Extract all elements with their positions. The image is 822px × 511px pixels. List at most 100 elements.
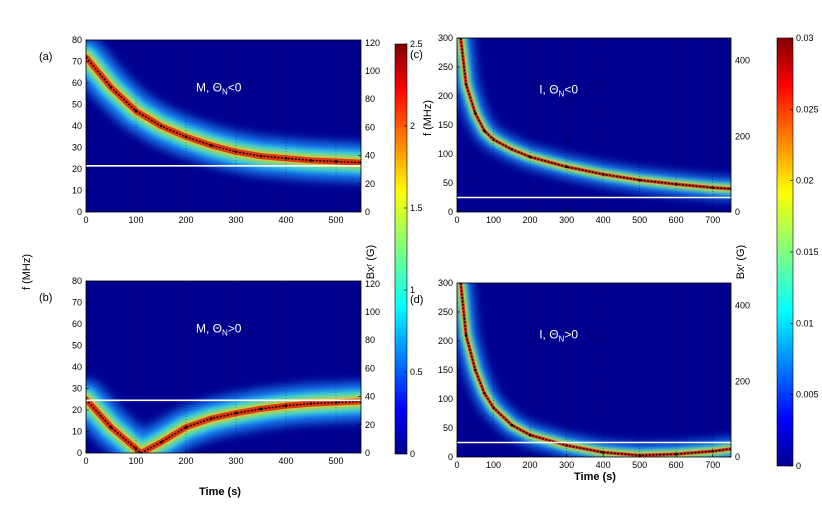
- annotation-suffix: >0: [564, 328, 578, 342]
- ridge-point: [309, 402, 313, 405]
- x-tick-label: 100: [486, 215, 501, 225]
- ridge-point: [464, 333, 468, 337]
- ridge-point: [601, 451, 605, 454]
- right-y-tick-label: 0: [365, 207, 370, 217]
- x-tick-label: 0: [454, 215, 459, 225]
- annotation-suffix: <0: [228, 81, 242, 95]
- annotation-prefix: M, Θ: [196, 81, 222, 95]
- right-y-tick-label: 0: [735, 207, 740, 217]
- y-tick-label: 30: [72, 143, 82, 153]
- x-tick-label: 400: [596, 215, 611, 225]
- annotation-prefix: M, Θ: [196, 322, 222, 336]
- right-y-tick-label: 80: [365, 94, 375, 104]
- ridge-point: [234, 150, 238, 154]
- panel-label: (d): [410, 294, 423, 306]
- y-tick-label: 0: [77, 448, 82, 458]
- x-tick-label: 100: [486, 460, 501, 470]
- panel-annotation: I, ΘN<0: [539, 83, 578, 99]
- ridge-point: [711, 186, 715, 189]
- colorbar-tick-label: 2.5: [410, 39, 423, 49]
- x-tick-label: 500: [632, 460, 647, 470]
- colorbar-tick-label: 0.015: [796, 247, 819, 257]
- heatmap-area: M, ΘN>0: [86, 281, 361, 453]
- x-tick-label: 0: [83, 215, 88, 225]
- ridge-point: [565, 444, 568, 447]
- right-y-tick-label: 60: [365, 363, 375, 373]
- ridge-point: [510, 423, 514, 427]
- right-y-tick-label: 400: [735, 301, 750, 311]
- x-tick-label: 500: [632, 215, 647, 225]
- x-tick-label: 300: [228, 456, 243, 466]
- right-y-tick-label: 200: [735, 376, 750, 386]
- ridge-point: [109, 86, 113, 89]
- y-tick-label: 200: [438, 91, 453, 101]
- ridge-point: [134, 109, 138, 113]
- ridge-point: [159, 124, 163, 128]
- right-y-tick-label: 20: [365, 179, 375, 189]
- panel-annotation: I, ΘN>0: [539, 328, 578, 344]
- right-y-tick-label: 120: [365, 279, 380, 289]
- ridge-point: [209, 144, 213, 147]
- heatmap-area: M, ΘN<0: [86, 40, 361, 212]
- ridge-point: [510, 148, 514, 151]
- ridge-point: [159, 440, 163, 444]
- xlabel-time-right: Time (s): [574, 471, 616, 483]
- y-tick-label: 0: [448, 207, 453, 217]
- x-tick-label: 300: [559, 460, 574, 470]
- x-tick-label: 400: [278, 215, 293, 225]
- y-tick-label: 300: [438, 278, 453, 288]
- panel-2: M, ΘN>0 0 10 20 30 40 50 60 70 80 0 20 40 60 80 100 120 0…: [39, 276, 380, 466]
- colorbar-tick-label: 0: [796, 461, 801, 471]
- colorbar-tick-label: 0.5: [410, 367, 423, 377]
- x-tick-label: 100: [128, 456, 143, 466]
- colorbar-tick-label: 0.025: [796, 104, 819, 114]
- y-tick-label: 50: [443, 178, 453, 188]
- annotation-subscript: N: [559, 335, 565, 344]
- right-y-tick-label: 40: [365, 392, 375, 402]
- x-tick-label: 200: [178, 215, 193, 225]
- y-tick-label: 50: [72, 100, 82, 110]
- ridge-point: [492, 138, 495, 141]
- x-tick-label: 600: [669, 460, 684, 470]
- colorbar-tick-label: 1.5: [410, 203, 423, 213]
- x-tick-label: 300: [228, 215, 243, 225]
- right-label-bx-right: Bxʳ (G): [735, 245, 747, 279]
- panel-3: I, ΘN<0 0 50 100 150 200 250 300 0 200 400 0 100 200 3…: [410, 33, 750, 225]
- right-y-tick-label: 0: [365, 448, 370, 458]
- y-tick-label: 30: [72, 384, 82, 394]
- annotation-prefix: I, Θ: [539, 83, 558, 97]
- ridge-point: [259, 154, 263, 158]
- y-tick-label: 80: [72, 276, 82, 286]
- right-y-tick-label: 20: [365, 420, 375, 430]
- colorbar-tick-label: 0.005: [796, 390, 819, 400]
- colorbar-tick-label: 0.02: [796, 176, 814, 186]
- right-y-tick-label: 80: [365, 335, 375, 345]
- ridge-point: [209, 417, 213, 420]
- right-y-tick-label: 400: [735, 56, 750, 66]
- x-tick-label: 500: [328, 215, 343, 225]
- y-tick-label: 70: [72, 57, 82, 67]
- ridge-point: [473, 112, 477, 115]
- y-tick-label: 40: [72, 362, 82, 372]
- ridge-point: [259, 407, 263, 411]
- y-tick-label: 0: [448, 452, 453, 462]
- y-tick-label: 100: [438, 394, 453, 404]
- ridge-point: [528, 433, 532, 437]
- ridge-point: [528, 155, 532, 159]
- y-tick-label: 250: [438, 62, 453, 72]
- y-tick-label: 150: [438, 365, 453, 375]
- panel-label: (a): [39, 51, 52, 63]
- ridge-point: [134, 447, 138, 451]
- y-tick-label: 70: [72, 298, 82, 308]
- ridge-point: [184, 135, 188, 139]
- right-y-tick-label: 60: [365, 122, 375, 132]
- x-tick-label: 600: [669, 215, 684, 225]
- y-tick-label: 200: [438, 336, 453, 346]
- x-tick-label: 0: [454, 460, 459, 470]
- x-tick-label: 500: [328, 456, 343, 466]
- ridge-line: [86, 56, 361, 164]
- x-tick-label: 300: [559, 215, 574, 225]
- ridge-point: [284, 156, 288, 160]
- ridge-point: [601, 173, 605, 176]
